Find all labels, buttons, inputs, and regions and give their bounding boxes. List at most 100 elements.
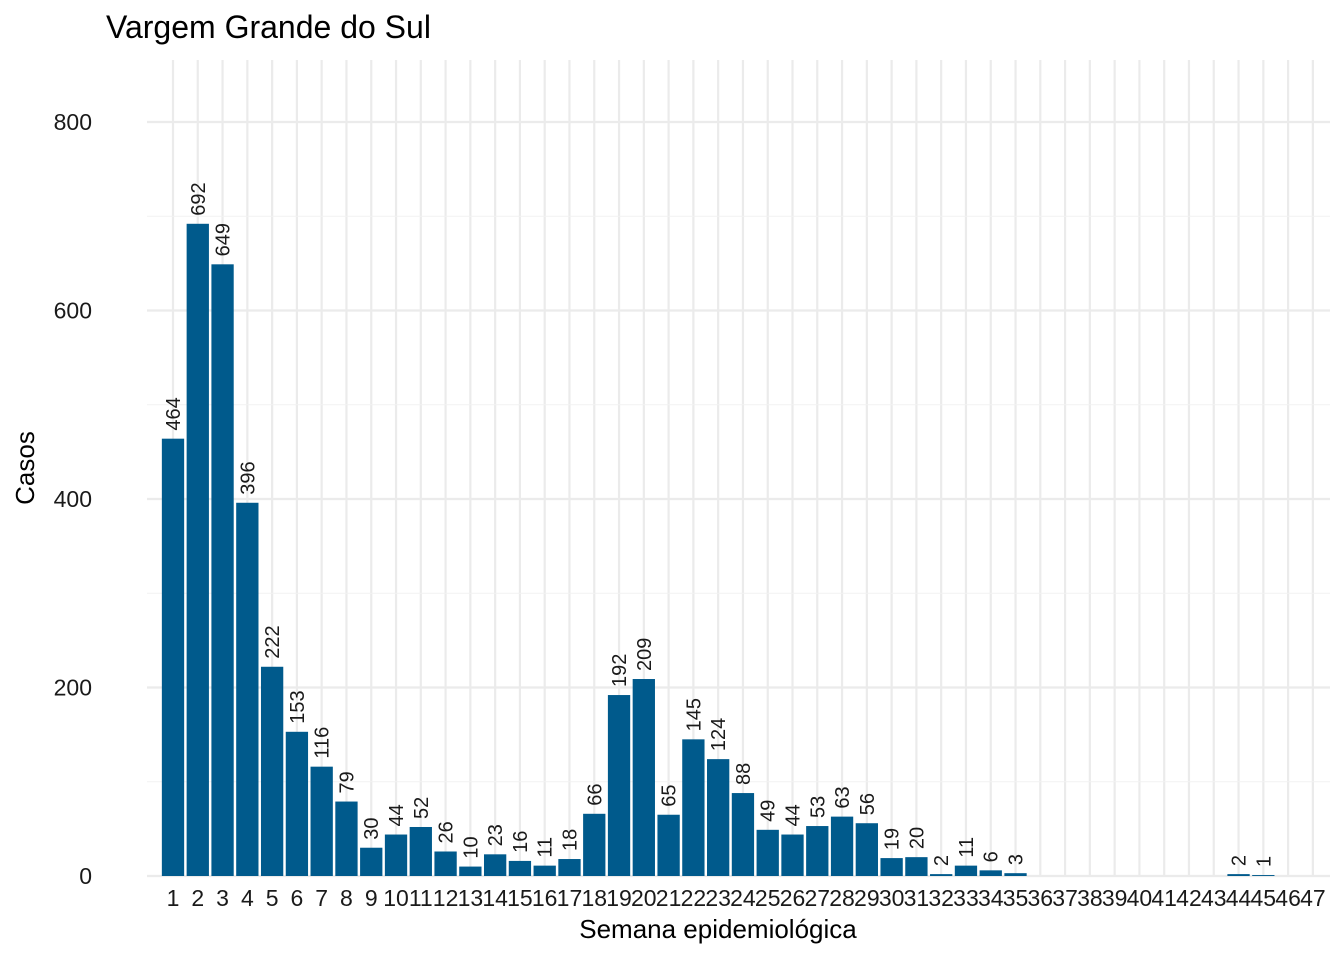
data-label: 63 xyxy=(832,786,854,808)
data-label: 65 xyxy=(659,784,681,806)
bar xyxy=(1004,873,1027,876)
y-axis-label: Casos xyxy=(10,431,40,505)
data-label: 222 xyxy=(262,625,284,658)
x-tick-label: 22 xyxy=(681,885,707,911)
x-tick-label: 32 xyxy=(928,885,954,911)
data-label: 49 xyxy=(758,800,780,822)
x-tick-label: 19 xyxy=(606,885,632,911)
x-tick-label: 44 xyxy=(1226,885,1252,911)
x-tick-label: 15 xyxy=(507,885,533,911)
y-tick-label: 0 xyxy=(79,863,92,889)
data-label: 44 xyxy=(386,804,408,826)
data-label: 124 xyxy=(708,718,730,751)
x-tick-label: 18 xyxy=(581,885,607,911)
bar xyxy=(979,870,1002,876)
x-tick-label: 23 xyxy=(705,885,731,911)
data-label: 30 xyxy=(361,817,383,839)
bar xyxy=(607,695,631,876)
x-tick-label: 39 xyxy=(1102,885,1128,911)
x-tick-label: 3 xyxy=(216,885,229,911)
data-label: 2 xyxy=(1229,855,1251,866)
data-label: 18 xyxy=(559,829,581,851)
bar xyxy=(186,223,209,877)
bar xyxy=(880,858,903,876)
bar xyxy=(384,834,408,876)
data-label: 649 xyxy=(213,223,235,256)
x-tick-label: 34 xyxy=(978,885,1004,911)
data-label: 16 xyxy=(510,831,532,853)
x-tick-label: 4 xyxy=(241,885,254,911)
data-label: 10 xyxy=(460,836,482,858)
y-axis-ticks: 0 200 400 600 800 xyxy=(54,109,92,889)
bar xyxy=(508,860,532,876)
data-label: 53 xyxy=(807,796,829,818)
bar xyxy=(409,826,432,876)
x-tick-label: 26 xyxy=(780,885,806,911)
bar xyxy=(806,826,829,876)
data-label: 116 xyxy=(312,727,334,759)
bar xyxy=(285,731,309,876)
bar xyxy=(855,823,878,876)
x-tick-label: 38 xyxy=(1077,885,1103,911)
data-label: 20 xyxy=(906,827,928,849)
bar xyxy=(335,801,358,876)
x-tick-label: 1 xyxy=(167,885,180,911)
x-tick-label: 45 xyxy=(1251,885,1277,911)
data-label: 11 xyxy=(956,837,978,858)
x-axis-label: Semana epidemiológica xyxy=(579,914,857,944)
x-tick-label: 12 xyxy=(433,885,459,911)
data-label: 6 xyxy=(981,851,1003,862)
x-tick-label: 30 xyxy=(879,885,905,911)
bar xyxy=(360,847,383,876)
data-label: 2 xyxy=(931,855,953,866)
data-label: 145 xyxy=(683,698,705,731)
bar xyxy=(1252,875,1275,876)
bar xyxy=(731,793,755,876)
x-tick-label: 27 xyxy=(804,885,830,911)
bar xyxy=(434,851,457,876)
x-tick-label: 37 xyxy=(1052,885,1078,911)
data-label: 192 xyxy=(609,654,631,687)
x-tick-label: 11 xyxy=(409,885,433,911)
x-tick-label: 20 xyxy=(631,885,657,911)
y-tick-label: 600 xyxy=(54,298,92,324)
x-tick-label: 13 xyxy=(458,885,484,911)
bar xyxy=(756,829,779,876)
data-label: 23 xyxy=(485,824,507,846)
bar xyxy=(707,759,730,876)
y-tick-label: 400 xyxy=(54,486,92,512)
bars xyxy=(161,223,1275,877)
x-tick-label: 29 xyxy=(854,885,880,911)
x-tick-label: 42 xyxy=(1176,885,1202,911)
data-label: 66 xyxy=(584,784,606,806)
bar xyxy=(533,865,556,876)
x-tick-label: 28 xyxy=(829,885,855,911)
bar xyxy=(682,739,705,876)
x-tick-label: 10 xyxy=(383,885,409,911)
x-axis-ticks: 1 2 3 4 5 6 7 8 9 10 11 12 13 14 15 16 17 18 19 20 21 22 23 24 2… xyxy=(167,885,1326,911)
data-label: 464 xyxy=(163,397,185,430)
x-tick-label: 2 xyxy=(191,885,204,911)
bar xyxy=(260,666,284,876)
data-label: 1 xyxy=(1253,856,1275,867)
bar xyxy=(954,865,978,876)
bar xyxy=(161,438,185,876)
bar xyxy=(657,814,680,876)
bar xyxy=(211,264,234,876)
x-tick-label: 36 xyxy=(1028,885,1054,911)
chart-title: Vargem Grande do Sul xyxy=(106,9,431,45)
x-tick-label: 9 xyxy=(365,885,378,911)
x-tick-label: 47 xyxy=(1300,885,1326,911)
data-label: 3 xyxy=(1006,854,1028,865)
data-label: 26 xyxy=(436,821,458,843)
x-tick-label: 40 xyxy=(1127,885,1153,911)
data-label: 52 xyxy=(411,797,433,819)
data-label: 153 xyxy=(287,690,309,723)
data-label: 88 xyxy=(733,763,755,785)
x-tick-label: 41 xyxy=(1151,885,1177,911)
x-tick-label: 6 xyxy=(291,885,304,911)
bar xyxy=(1227,874,1250,876)
data-label: 56 xyxy=(857,793,879,815)
